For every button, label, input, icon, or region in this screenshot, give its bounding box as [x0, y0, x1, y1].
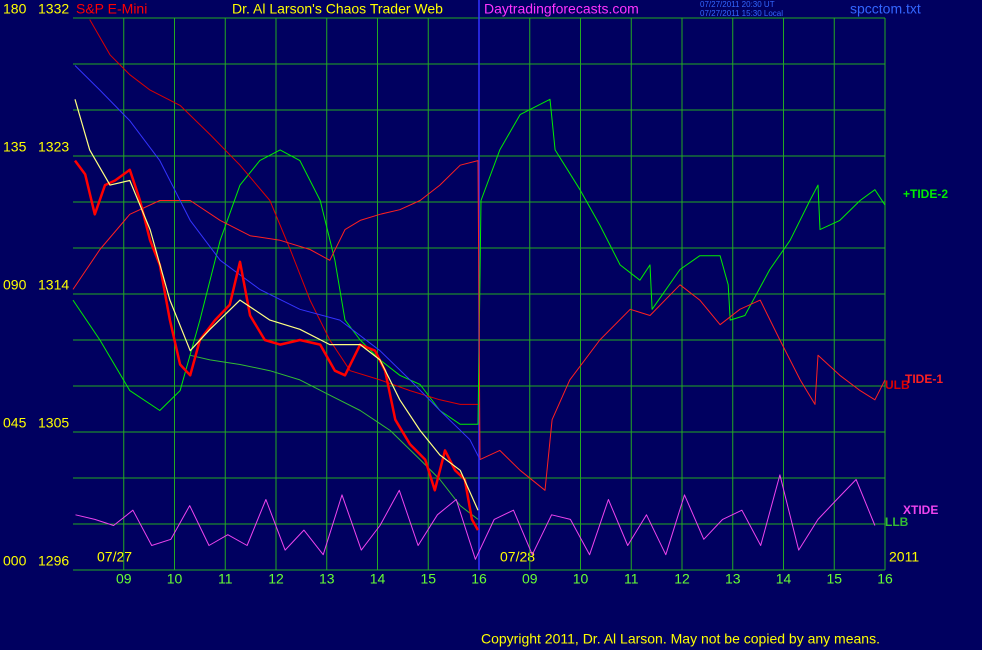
legend-label: S&P E-Mini — [76, 1, 147, 17]
x-tick-label: 11 — [218, 571, 233, 587]
legend-label: ULB — [885, 378, 910, 392]
x-tick-label: 15 — [826, 571, 842, 587]
x-tick-label: 14 — [776, 571, 792, 587]
y-tick-label: 1305 — [38, 415, 69, 431]
legend-label: XTIDE — [903, 503, 938, 517]
source-url: Daytradingforecasts.com — [484, 1, 639, 17]
x-tick-label: 10 — [167, 571, 183, 587]
date-label: 2011 — [889, 549, 919, 565]
legend-label: LLB — [885, 515, 909, 529]
date-label: 07/28 — [500, 549, 535, 565]
series-line — [89, 19, 478, 405]
y2-tick-label: 135 — [3, 139, 27, 155]
legend-label: +TIDE-2 — [903, 187, 948, 201]
y2-tick-label: 000 — [3, 553, 27, 569]
series-line — [73, 159, 480, 531]
x-tick-label: 12 — [268, 571, 284, 587]
x-tick-label: 13 — [725, 571, 741, 587]
y2-tick-label: 180 — [3, 1, 27, 17]
x-tick-label: 12 — [674, 571, 690, 587]
file-name: spcctom.txt — [850, 1, 921, 17]
y2-tick-label: 045 — [3, 415, 27, 431]
x-tick-label: 16 — [877, 571, 893, 587]
x-tick-label: 13 — [319, 571, 335, 587]
copyright: Copyright 2011, Dr. Al Larson. May not b… — [481, 631, 880, 647]
y2-tick-label: 090 — [3, 277, 27, 293]
series-line — [75, 474, 876, 560]
timestamp: 07/27/2011 15:30 Local — [700, 9, 783, 18]
chart-title: Dr. Al Larson's Chaos Trader Web — [232, 1, 443, 17]
x-tick-label: 09 — [522, 571, 538, 587]
series-line — [72, 98, 886, 425]
series-line — [190, 354, 479, 520]
legend-label: TIDE-1 — [905, 372, 943, 386]
series-line — [74, 99, 479, 511]
series-line — [74, 65, 481, 460]
y-tick-label: 1314 — [38, 277, 69, 293]
date-label: 07/27 — [97, 549, 132, 565]
x-tick-label: 15 — [420, 571, 436, 587]
x-tick-label: 11 — [624, 571, 639, 587]
x-tick-label: 09 — [116, 571, 132, 587]
y-tick-label: 1323 — [38, 139, 69, 155]
series-line — [72, 160, 886, 491]
x-tick-label: 10 — [573, 571, 589, 587]
timestamp: 07/27/2011 20:30 UT — [700, 0, 775, 9]
y-tick-label: 1296 — [38, 553, 69, 569]
y-tick-label: 1332 — [38, 1, 69, 17]
x-tick-label: 16 — [471, 571, 487, 587]
x-tick-label: 14 — [370, 571, 386, 587]
